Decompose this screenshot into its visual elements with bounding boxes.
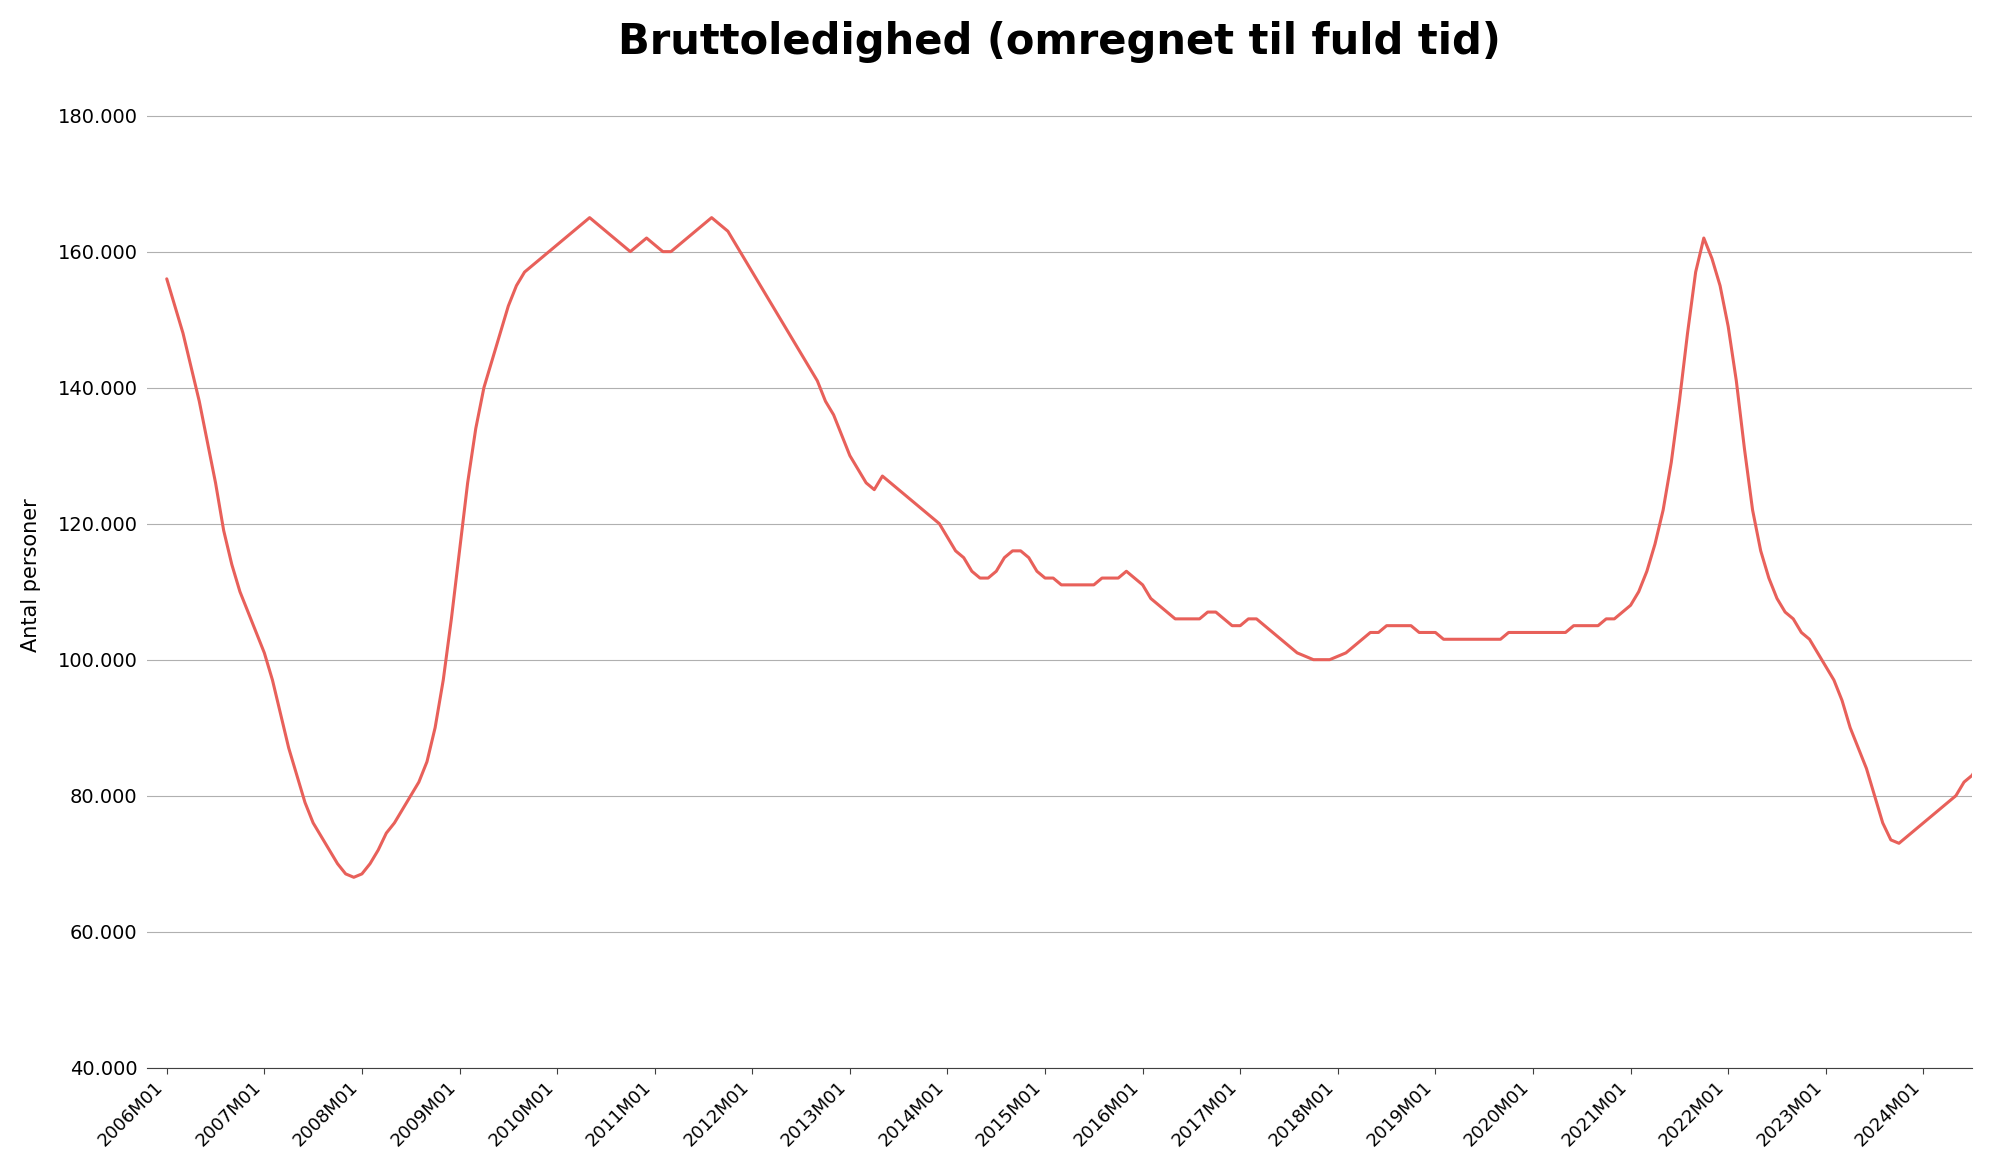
Title: Bruttoledighed (omregnet til fuld tid): Bruttoledighed (omregnet til fuld tid) [618,21,1501,63]
Y-axis label: Antal personer: Antal personer [20,498,40,651]
